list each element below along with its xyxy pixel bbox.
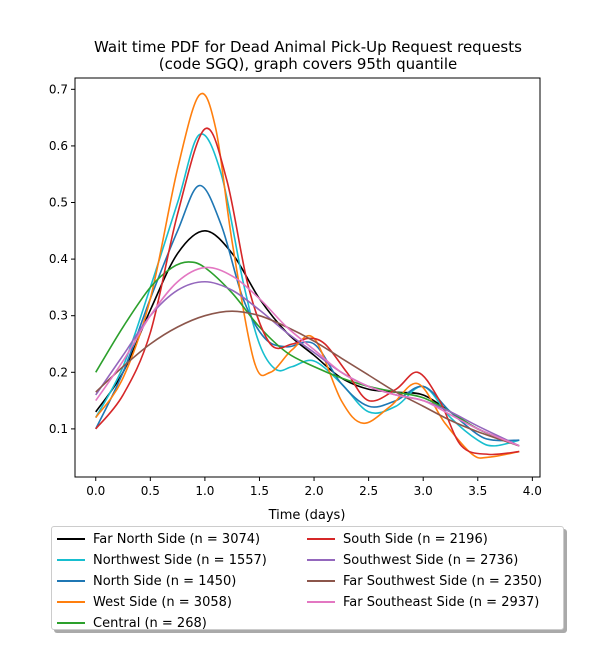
chart-title-line: Wait time PDF for Dead Animal Pick-Up Re…: [94, 38, 522, 56]
legend-item: Central (n = 268): [57, 613, 207, 633]
x-tick-label: 0.5: [141, 484, 160, 498]
legend-item: Northwest Side (n = 1557): [57, 550, 267, 570]
legend-item: South Side (n = 2196): [307, 529, 488, 549]
x-tick-label: 2.0: [305, 484, 324, 498]
x-axis-label: Time (days): [268, 508, 346, 523]
legend-label: Far Southwest Side (n = 2350): [343, 573, 543, 589]
series-line-4: [95, 261, 520, 447]
series-line-8: [95, 266, 520, 447]
legend-swatch: [307, 601, 335, 603]
legend-swatch: [57, 601, 85, 603]
legend-item: Far Southeast Side (n = 2937): [307, 592, 539, 612]
x-axis: 0.0 0.5 1.0 1.5 2.0 2.5 3.0 3.5 4.0: [86, 477, 542, 498]
plot-lines: [95, 92, 520, 459]
y-tick-label: 0.4: [49, 252, 68, 266]
legend-label: Southwest Side (n = 2736): [343, 552, 519, 568]
x-tick-label: 1.5: [250, 484, 269, 498]
legend: Far North Side (n = 3074) Northwest Side …: [51, 526, 564, 633]
legend-swatch: [307, 580, 335, 582]
legend-label: North Side (n = 1450): [93, 573, 237, 589]
series-line-2: [95, 184, 520, 442]
legend-swatch: [57, 538, 85, 540]
legend-swatch: [57, 622, 85, 624]
legend-swatch: [57, 559, 85, 561]
series-line-7: [95, 310, 520, 447]
chart-title: Wait time PDF for Dead Animal Pick-Up Re…: [94, 38, 522, 73]
x-tick-label: 3.0: [414, 484, 433, 498]
y-tick-label: 0.5: [49, 196, 68, 210]
legend-item: Far North Side (n = 3074): [57, 529, 260, 549]
legend-swatch: [307, 538, 335, 540]
legend-item: North Side (n = 1450): [57, 571, 236, 591]
chart-title-line: (code SGQ), graph covers 95th quantile: [159, 55, 458, 73]
legend-swatch: [57, 580, 85, 582]
series-line-6: [95, 280, 520, 447]
legend-label: Far Southeast Side (n = 2937): [343, 594, 540, 610]
plot-area-frame: [74, 77, 541, 478]
series-line-3: [95, 92, 520, 459]
legend-swatch: [307, 559, 335, 561]
y-tick-label: 0.6: [49, 139, 68, 153]
x-tick-label: 0.0: [86, 484, 105, 498]
x-tick-label: 3.5: [468, 484, 487, 498]
x-tick-label: 1.0: [195, 484, 214, 498]
y-tick-label: 0.7: [49, 82, 68, 96]
legend-item: Southwest Side (n = 2736): [307, 550, 518, 570]
legend-label: Central (n = 268): [93, 615, 207, 631]
legend-label: Far North Side (n = 3074): [93, 531, 261, 547]
y-tick-label: 0.1: [49, 422, 68, 436]
legend-label: West Side (n = 3058): [93, 594, 232, 610]
legend-label: South Side (n = 2196): [343, 531, 488, 547]
y-axis: 0.1 0.2 0.3 0.4 0.5 0.6 0.7: [49, 82, 75, 436]
x-tick-label: 4.0: [523, 484, 542, 498]
series-line-1: [95, 133, 520, 447]
y-tick-label: 0.2: [49, 365, 68, 379]
legend-item: West Side (n = 3058): [57, 592, 232, 612]
y-tick-label: 0.3: [49, 309, 68, 323]
x-tick-label: 2.5: [359, 484, 378, 498]
legend-item: Far Southwest Side (n = 2350): [307, 571, 542, 591]
legend-label: Northwest Side (n = 1557): [93, 552, 267, 568]
